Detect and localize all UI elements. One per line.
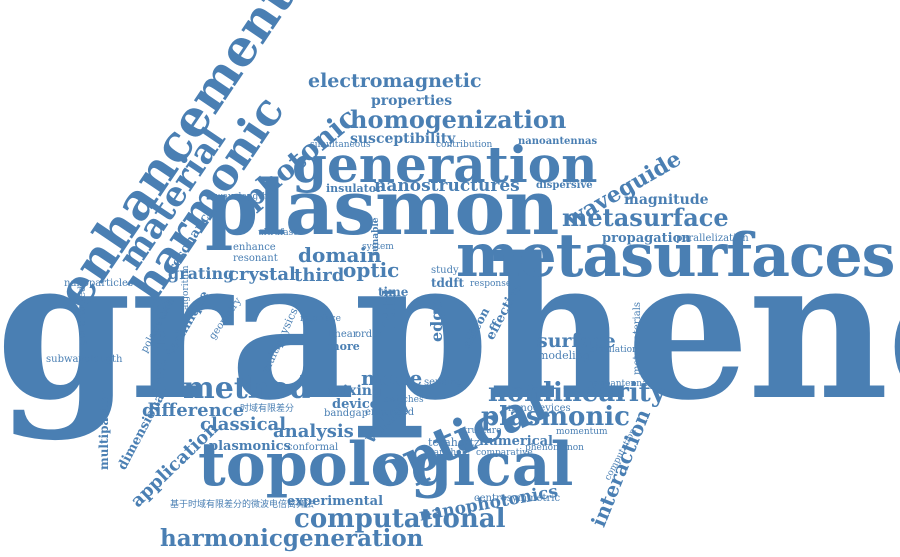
word-plasmon: plasmon <box>205 163 559 252</box>
word-parallelization: parallelization <box>676 233 749 244</box>
word-optic: optic <box>343 258 400 282</box>
word-bandgap: bandgap <box>324 408 368 419</box>
word-enhance: enhance <box>233 242 276 253</box>
word-simultaneous: simultaneous <box>310 140 371 150</box>
word-modeling: modeling <box>538 349 590 362</box>
word-computational: computational <box>294 504 506 534</box>
word-mode: mode <box>361 366 423 390</box>
word-system: system <box>362 242 394 252</box>
word-generalized: generalized <box>77 285 88 345</box>
word-plasmonic: plasmonic <box>481 402 631 432</box>
word-nanohole: nanohole <box>428 448 470 458</box>
word-insulator: insulator <box>326 182 382 195</box>
word-difference: difference <box>142 400 245 421</box>
word-edge: edge <box>427 299 446 342</box>
word-algorithm: algorithm <box>181 265 191 310</box>
word-domain: domain <box>298 243 382 267</box>
word-cjk1: 基于时域有限差分的微波电倍离算法 <box>170 500 315 510</box>
word-homogenization: homogenization <box>350 105 567 134</box>
word-generation: generation <box>292 135 598 194</box>
word-enhanced: enhanced <box>365 407 415 418</box>
word-contribution: contribution <box>436 140 493 150</box>
word-graphene: graphene <box>0 215 900 443</box>
word-centrosymmetric: centrosymmetric <box>474 493 561 504</box>
word-method: method <box>183 371 311 406</box>
word-nanostructures: nanostructures <box>374 176 520 196</box>
word-plasmonics: plasmonics <box>209 439 291 454</box>
word-multipactor: multipactor <box>97 390 111 470</box>
word-sensing: sensing <box>424 377 463 388</box>
word-frequency: frequency <box>150 295 171 396</box>
word-third: third <box>294 265 345 286</box>
word-electromagnetic: electromagnetic <box>308 70 482 92</box>
word-nonlinearity: nonlinearity <box>488 378 666 408</box>
word-nanoantennas: nanoantennas <box>518 136 598 147</box>
word-phenomenon: phenomenon <box>525 443 584 453</box>
word-grating: grating <box>168 264 235 283</box>
word-simulation: simulation <box>590 345 638 355</box>
word-more: more <box>328 340 360 353</box>
word-classical: classical <box>200 414 287 435</box>
word-topological: topological <box>198 430 574 500</box>
word-study: study <box>431 265 459 276</box>
word-metamaterials: metamaterials <box>632 301 643 375</box>
word-nanoparticles: nanoparticles <box>64 278 134 289</box>
word-mixing: mixing <box>328 383 382 399</box>
word-magnitude: magnitude <box>624 192 709 208</box>
word-wavelength: wavelength <box>215 192 268 202</box>
word-structure: structure <box>459 426 502 436</box>
word-time: time <box>378 285 409 299</box>
word-terahertz: terahertz <box>428 436 480 449</box>
word-nanoantenna: nanoantenna <box>588 379 648 389</box>
word-numerical: numerical <box>479 434 553 449</box>
word-crystal: crystal <box>228 264 296 285</box>
word-comparative: comparative <box>476 448 533 458</box>
word-subwavelength: subwavelength <box>46 354 123 365</box>
word-fdtd: fdtd <box>380 289 400 328</box>
word-momentum: momentum <box>556 427 608 437</box>
word-ultrafast: ultrafast <box>258 228 297 238</box>
word-dispersive: dispersive <box>536 180 593 191</box>
word-analysis: analysis <box>273 421 354 442</box>
word-tddft: tddft <box>431 276 465 290</box>
word-properties: properties <box>371 93 453 109</box>
word-harmonicgeneration: harmonicgeneration <box>160 525 424 552</box>
word-device: device <box>332 397 379 412</box>
word-metasurface: metasurface <box>562 203 729 232</box>
word-experimental: experimental <box>287 494 384 509</box>
word-propagation: propagation <box>602 231 691 246</box>
word-resonant: resonant <box>233 253 278 264</box>
word-switches: switches <box>384 395 424 405</box>
word-nanodevices: nanodevices <box>508 403 571 414</box>
word-susceptibility: susceptibility <box>350 131 456 147</box>
word-cjk2: 时域有限差分 <box>240 404 295 414</box>
word-surface: surface <box>537 330 616 352</box>
word-interface: interface <box>300 314 341 324</box>
word-metasurfaces: metasurfaces <box>456 221 895 291</box>
word-linear: linear <box>328 329 358 340</box>
word-conformal: conformal <box>287 442 339 453</box>
word-response: response <box>470 279 512 289</box>
word-order: order <box>355 329 383 340</box>
